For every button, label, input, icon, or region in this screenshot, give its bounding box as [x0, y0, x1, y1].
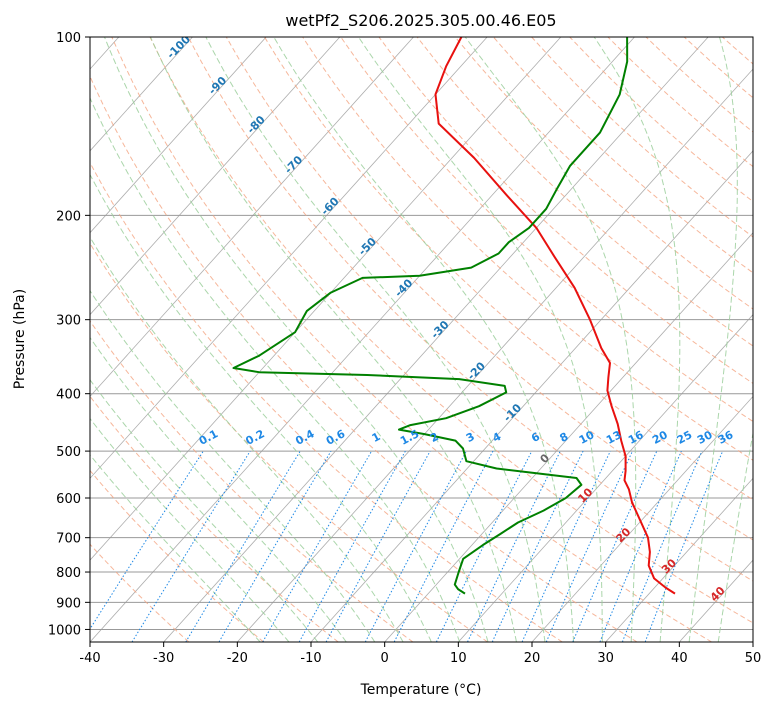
moist-adiabat-line — [90, 289, 376, 642]
y-tick-label: 600 — [56, 492, 81, 507]
dry-adiabat-line — [187, 37, 753, 582]
moist-adiabat-line — [90, 454, 261, 642]
isotherm-line — [90, 37, 635, 642]
moist-adiabat-line — [90, 417, 290, 642]
isotherm-line — [90, 37, 562, 561]
axes: -40 -30 -20 -10 0 10 20 30 40 50 100 200 300 400 500 60… — [48, 31, 761, 666]
dry-adiabat-line — [90, 469, 264, 642]
mixing-ratio-line — [325, 450, 431, 642]
x-tick-label: -30 — [153, 651, 174, 666]
mixing-ratio-line — [521, 450, 611, 642]
isotherm-line — [90, 37, 267, 234]
mixing-ratio-line — [621, 450, 703, 642]
mixing-ratio-label: 30 — [695, 428, 715, 447]
moist-adiabat-line — [104, 37, 489, 642]
mixing-ratio-line — [491, 450, 584, 642]
moist-adiabat-line — [150, 37, 517, 642]
y-tick-label: 800 — [56, 566, 81, 581]
mixing-ratio-line — [185, 450, 301, 642]
x-tick-label: 50 — [745, 651, 762, 666]
isotherm-line — [384, 232, 753, 642]
isotherm-line — [90, 37, 193, 152]
mixing-ratio-label: 13 — [604, 428, 624, 447]
moist-adiabat-line — [90, 236, 404, 642]
isotherm-line — [458, 313, 753, 642]
mixing-ratio-line — [435, 450, 533, 642]
dry-adiabat-line — [90, 161, 563, 642]
mixing-ratio-line — [298, 450, 406, 642]
y-tick-label: 300 — [56, 314, 81, 329]
x-tick-label: 30 — [597, 651, 614, 666]
mixing-ratio-line — [364, 450, 467, 642]
isotherm-line — [237, 68, 753, 642]
isotherm-line — [90, 37, 414, 398]
moist-adiabat-line — [688, 37, 738, 642]
isotherm-line — [163, 37, 709, 642]
y-tick-label: 400 — [56, 388, 81, 403]
mixing-ratio-line — [599, 450, 682, 642]
moist-adiabat-line — [593, 37, 681, 642]
x-tick-label: 40 — [671, 651, 688, 666]
isotherm-line — [90, 37, 341, 316]
y-tick-label: 500 — [56, 445, 81, 460]
moist-adiabat-line — [273, 37, 575, 642]
dry-adiabat-line — [264, 37, 753, 501]
y-tick-label: 200 — [56, 209, 81, 224]
mixing-ratio-line — [644, 450, 724, 642]
y-tick-label: 700 — [56, 532, 81, 547]
dry-adiabat-line — [90, 242, 488, 642]
y-axis-label: Pressure (hPa) — [12, 289, 28, 389]
dry-adiabat-line — [149, 37, 753, 624]
moist-adiabat-line — [90, 173, 432, 642]
x-tick-label: -40 — [79, 651, 100, 666]
mixing-ratio-line — [90, 450, 204, 630]
plot-frame — [89, 36, 754, 643]
x-tick-label: -20 — [227, 651, 248, 666]
dry-adiabat-line — [416, 37, 753, 347]
dry-adiabat-line — [111, 37, 712, 642]
x-tick-label: 0 — [381, 651, 389, 666]
mixing-ratio-line — [572, 450, 658, 642]
dry-adiabat-line — [90, 395, 339, 642]
dry-adiabat-line — [90, 75, 638, 642]
dry-adiabat-line — [225, 37, 753, 541]
mixing-ratio-label: 36 — [716, 428, 736, 447]
mixing-ratio-line — [131, 450, 251, 642]
mixing-ratio-label: 20 — [650, 428, 670, 447]
y-tick-label: 100 — [56, 31, 81, 46]
x-tick-label: 20 — [524, 651, 541, 666]
mixing-ratio-label: 16 — [626, 428, 646, 447]
chart-title: wetPf2_S206.2025.305.00.46.E05 — [285, 11, 556, 31]
y-tick-label: 1000 — [48, 623, 81, 638]
moist-adiabat-line — [717, 430, 753, 642]
moist-adiabat-line — [205, 37, 546, 642]
dry-adiabat-line — [454, 37, 753, 310]
x-tick-label: 10 — [450, 651, 467, 666]
mixing-ratio-label: 25 — [675, 428, 695, 447]
dry-adiabat-line — [90, 320, 414, 642]
isotherm-line — [90, 37, 488, 479]
x-axis-label: Temperature (°C) — [360, 682, 482, 698]
mixing-ratio-line — [393, 450, 494, 642]
isotherm-line — [605, 477, 753, 642]
y-tick-label: 900 — [56, 596, 81, 611]
dry-adiabat-line — [340, 37, 753, 423]
moist-adiabat-line — [90, 378, 319, 642]
moist-adiabat-line — [90, 96, 461, 642]
isotherm-line — [531, 395, 753, 642]
moist-adiabat-line — [464, 37, 637, 642]
x-tick-label: -10 — [300, 651, 321, 666]
dewpoint-profile-line — [232, 37, 629, 595]
mixing-ratio-line — [545, 450, 633, 642]
temperature-profile-line — [434, 37, 676, 595]
mixing-ratio-label: 10 — [577, 428, 597, 447]
moist-adiabat-line — [358, 37, 603, 642]
plot-area: 0.1 0.2 0.4 0.6 1 1.5 2 3 4 6 8 10 13 16 20 25 30 36-100-… — [90, 37, 753, 642]
